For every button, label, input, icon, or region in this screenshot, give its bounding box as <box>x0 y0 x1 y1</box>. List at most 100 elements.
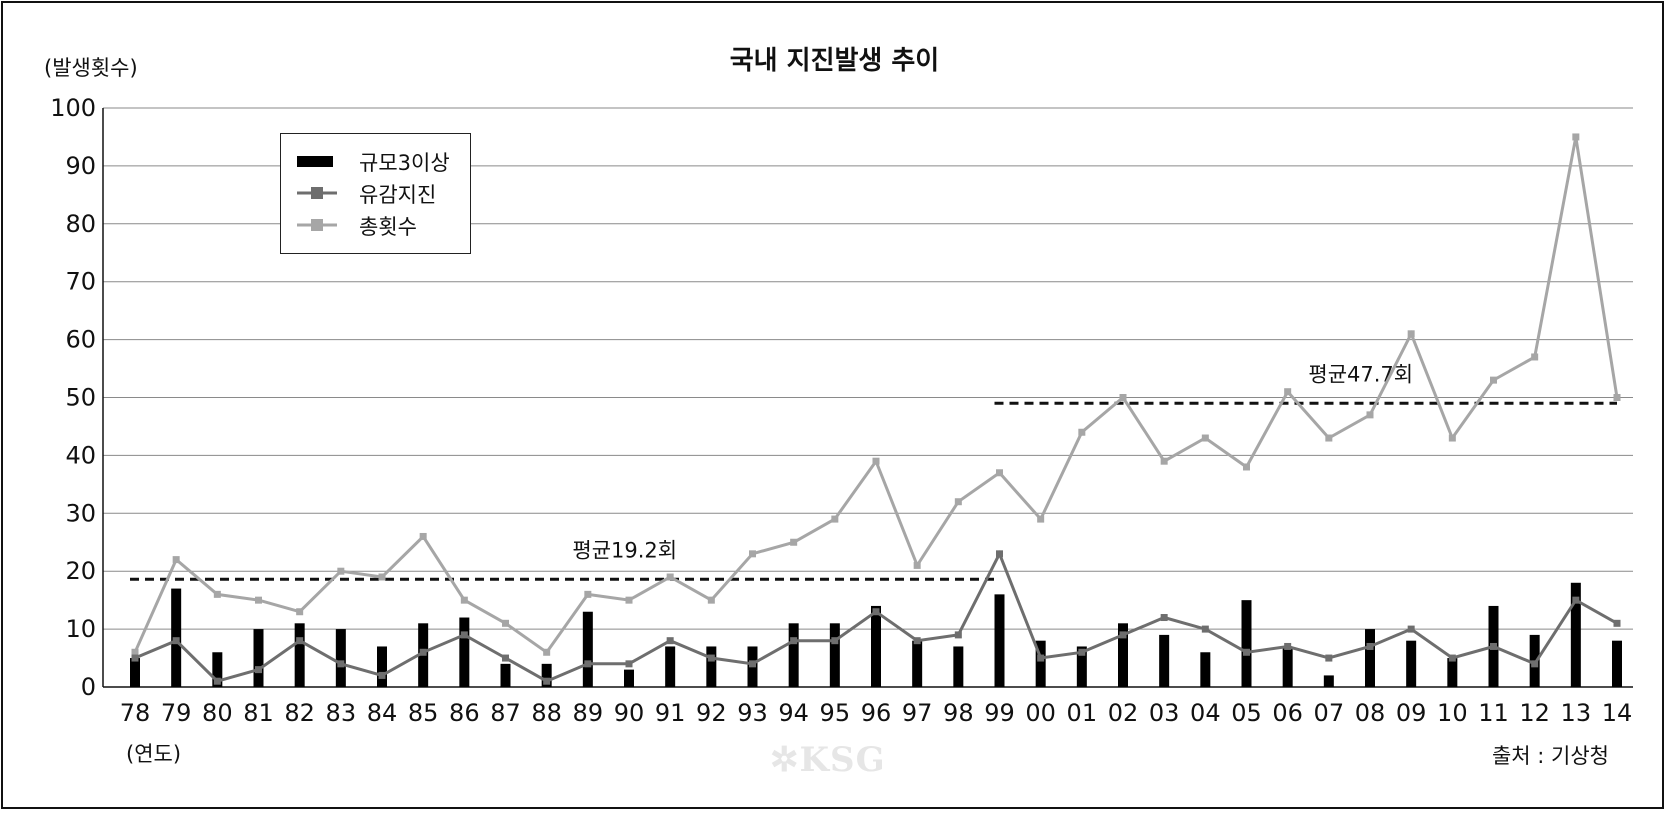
average-label: 평균19.2회 <box>572 538 677 562</box>
bar-magnitude3 <box>953 646 964 687</box>
point-total <box>1366 411 1374 419</box>
point-felt <box>1572 596 1580 604</box>
legend-bar-swatch-icon <box>297 156 333 167</box>
point-total <box>913 561 921 569</box>
point-felt <box>584 660 592 668</box>
point-felt <box>1448 654 1456 662</box>
point-total <box>954 498 962 506</box>
bar-magnitude3 <box>582 611 593 687</box>
x-tick-label: 05 <box>1231 699 1262 727</box>
bar-magnitude3 <box>1200 652 1211 687</box>
x-tick-label: 87 <box>490 699 521 727</box>
point-felt <box>1366 642 1374 650</box>
legend: 규모3이상 유감지진 총횟수 <box>280 133 471 254</box>
point-felt <box>1613 619 1621 627</box>
point-total <box>790 538 798 546</box>
legend-item-felt: 유감지진 <box>281 178 472 208</box>
point-felt <box>1531 660 1539 668</box>
point-felt <box>790 637 798 645</box>
point-total <box>1490 376 1497 384</box>
y-tick-label: 50 <box>65 384 96 412</box>
point-felt <box>625 660 633 668</box>
y-tick-label: 30 <box>65 499 96 527</box>
point-felt <box>502 654 509 662</box>
point-total <box>255 596 262 604</box>
bar-magnitude3 <box>1076 646 1087 687</box>
point-felt <box>1160 614 1168 622</box>
point-total <box>1613 394 1621 401</box>
point-total <box>872 457 880 465</box>
point-felt <box>543 677 551 685</box>
legend-label: 유감지진 <box>359 183 437 207</box>
legend-label: 총횟수 <box>359 215 417 239</box>
point-felt <box>1490 642 1497 650</box>
x-tick-label: 81 <box>243 699 274 727</box>
point-total <box>625 596 633 604</box>
y-tick-label: 10 <box>65 615 96 643</box>
point-felt <box>913 637 921 645</box>
chart-title: 국내 지진발생 추이 <box>729 46 940 76</box>
point-total <box>378 573 386 581</box>
x-tick-label: 14 <box>1602 699 1633 727</box>
y-axis-label: (발생횟수) <box>44 56 138 80</box>
point-total <box>296 608 304 616</box>
bar-magnitude3 <box>624 669 634 687</box>
legend-item-magnitude3: 규모3이상 <box>281 146 472 176</box>
legend-line-swatch-icon <box>297 187 337 199</box>
x-tick-label: 89 <box>573 699 604 727</box>
x-tick-label: 04 <box>1190 699 1221 727</box>
point-felt <box>213 677 221 685</box>
bar-magnitude3 <box>500 663 511 687</box>
x-tick-label: 79 <box>161 699 192 727</box>
x-tick-label: 80 <box>202 699 233 727</box>
x-tick-label: 86 <box>449 699 480 727</box>
point-felt <box>1078 648 1086 656</box>
y-tick-label: 40 <box>65 441 96 469</box>
bar-magnitude3 <box>459 617 470 687</box>
x-tick-label: 85 <box>408 699 439 727</box>
x-tick-label: 00 <box>1025 699 1056 727</box>
point-felt <box>872 608 880 616</box>
point-total <box>131 648 139 656</box>
bar-magnitude3 <box>706 646 717 687</box>
point-felt <box>749 660 756 668</box>
point-total <box>1448 434 1456 442</box>
point-total <box>1201 434 1209 442</box>
bar-magnitude3 <box>1406 640 1417 687</box>
bar-magnitude3 <box>1118 623 1128 687</box>
x-tick-label: 02 <box>1108 699 1139 727</box>
bar-magnitude3 <box>377 646 387 687</box>
point-total <box>1119 394 1127 401</box>
point-felt <box>1407 625 1415 633</box>
point-felt <box>954 631 962 639</box>
x-tick-label: 08 <box>1355 699 1386 727</box>
x-tick-label: 78 <box>120 699 151 727</box>
point-felt <box>172 637 180 645</box>
point-felt <box>1119 631 1127 639</box>
x-tick-label: 88 <box>531 699 562 727</box>
point-total <box>213 590 221 598</box>
bar-magnitude3 <box>335 629 346 687</box>
point-total <box>1078 428 1086 436</box>
x-tick-label: 82 <box>284 699 315 727</box>
bar-magnitude3 <box>1035 640 1046 687</box>
point-total <box>584 590 592 598</box>
point-felt <box>255 666 262 674</box>
x-tick-label: 10 <box>1437 699 1468 727</box>
point-total <box>502 619 509 627</box>
y-tick-label: 20 <box>65 557 96 585</box>
point-felt <box>296 637 304 645</box>
x-tick-label: 06 <box>1272 699 1303 727</box>
point-felt <box>419 648 427 656</box>
point-felt <box>1201 625 1209 633</box>
point-felt <box>996 550 1003 558</box>
bar-magnitude3 <box>253 629 264 687</box>
bar-magnitude3 <box>829 623 840 687</box>
point-felt <box>460 631 468 639</box>
x-tick-label: 97 <box>902 699 933 727</box>
bar-magnitude3 <box>1282 646 1293 687</box>
x-tick-label: 07 <box>1314 699 1345 727</box>
point-felt <box>131 654 139 662</box>
point-total <box>1572 133 1580 141</box>
x-tick-label: 09 <box>1396 699 1427 727</box>
